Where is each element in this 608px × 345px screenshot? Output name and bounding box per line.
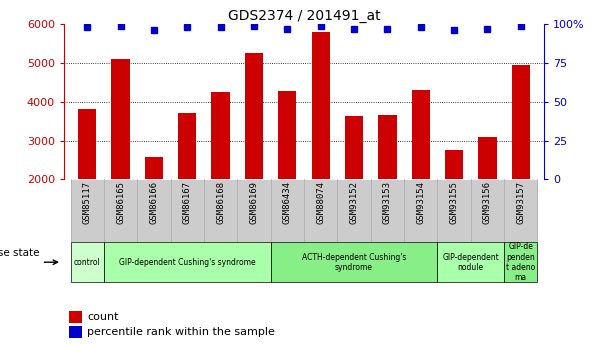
Bar: [271, 242, 437, 282]
Text: GSM93153: GSM93153: [383, 181, 392, 224]
Text: GSM93156: GSM93156: [483, 181, 492, 224]
Bar: [71, 242, 104, 282]
Bar: [104, 242, 271, 282]
Text: disease state: disease state: [0, 248, 40, 258]
Bar: [237, 179, 271, 242]
Bar: [204, 179, 237, 242]
Text: GIP-dependent Cushing's syndrome: GIP-dependent Cushing's syndrome: [119, 258, 255, 267]
Bar: [437, 242, 504, 282]
Bar: [311, 32, 330, 179]
Bar: [245, 53, 263, 179]
Bar: [78, 109, 96, 179]
Bar: [212, 92, 230, 179]
Text: GSM88074: GSM88074: [316, 181, 325, 224]
Text: GSM93157: GSM93157: [516, 181, 525, 224]
Text: GSM85117: GSM85117: [83, 181, 92, 224]
Bar: [471, 179, 504, 242]
Bar: [71, 179, 104, 242]
Text: GSM86167: GSM86167: [183, 181, 192, 224]
Text: GIP-dependent
nodule: GIP-dependent nodule: [443, 253, 499, 272]
Text: GSM93154: GSM93154: [416, 181, 425, 224]
Text: GSM93155: GSM93155: [449, 181, 458, 224]
Bar: [437, 179, 471, 242]
Bar: [504, 242, 537, 282]
Bar: [404, 179, 437, 242]
Title: GDS2374 / 201491_at: GDS2374 / 201491_at: [227, 9, 381, 23]
Bar: [145, 157, 163, 179]
Bar: [178, 114, 196, 179]
Bar: [104, 179, 137, 242]
Bar: [478, 137, 497, 179]
Text: GSM93152: GSM93152: [350, 181, 359, 224]
Text: count: count: [87, 312, 119, 322]
Bar: [512, 65, 530, 179]
Bar: [304, 179, 337, 242]
Bar: [337, 179, 371, 242]
Bar: [371, 179, 404, 242]
Bar: [378, 115, 396, 179]
Text: GSM86165: GSM86165: [116, 181, 125, 224]
Text: ACTH-dependent Cushing's
syndrome: ACTH-dependent Cushing's syndrome: [302, 253, 406, 272]
Text: GSM86166: GSM86166: [150, 181, 159, 224]
Bar: [445, 150, 463, 179]
Text: GSM86168: GSM86168: [216, 181, 225, 224]
Bar: [412, 90, 430, 179]
Bar: [69, 326, 82, 338]
Text: GSM86434: GSM86434: [283, 181, 292, 224]
Bar: [278, 91, 297, 179]
Bar: [345, 116, 363, 179]
Text: percentile rank within the sample: percentile rank within the sample: [87, 327, 275, 337]
Text: GIP-de
penden
t adeno
ma: GIP-de penden t adeno ma: [506, 242, 536, 282]
Bar: [111, 59, 130, 179]
Bar: [271, 179, 304, 242]
Bar: [504, 179, 537, 242]
Bar: [69, 310, 82, 323]
Text: control: control: [74, 258, 100, 267]
Bar: [137, 179, 171, 242]
Text: GSM86169: GSM86169: [249, 181, 258, 224]
Bar: [171, 179, 204, 242]
